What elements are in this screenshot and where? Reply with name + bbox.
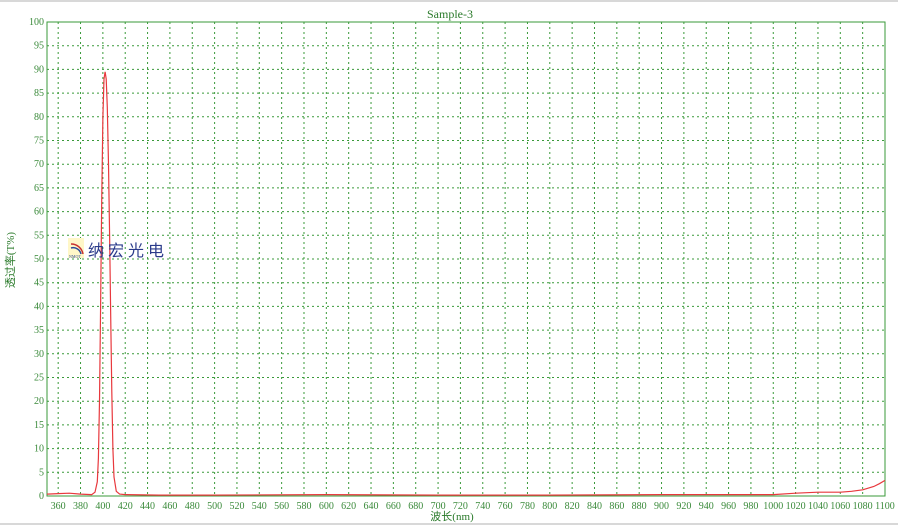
x-tick-label: 980: [743, 501, 758, 512]
x-tick-label: 420: [118, 501, 133, 512]
x-tick-label: 820: [565, 501, 580, 512]
x-tick-label: 720: [453, 501, 468, 512]
x-tick-label: 960: [721, 501, 736, 512]
y-tick-label: 25: [34, 373, 44, 384]
x-tick-label: 1020: [786, 501, 806, 512]
x-tick-label: 840: [587, 501, 602, 512]
y-tick-label: 0: [39, 491, 44, 502]
y-tick-label: 70: [34, 159, 44, 170]
x-tick-label: 800: [542, 501, 557, 512]
x-tick-label: 460: [162, 501, 177, 512]
y-tick-label: 10: [34, 444, 44, 455]
plot-border: [46, 21, 886, 497]
x-tick-label: 1000: [763, 501, 783, 512]
x-tick-label: 660: [386, 501, 401, 512]
x-tick-label: 580: [296, 501, 311, 512]
x-tick-label: 780: [520, 501, 535, 512]
y-tick-label: 85: [34, 88, 44, 99]
x-tick-label: 440: [140, 501, 155, 512]
y-tick-label: 20: [34, 396, 44, 407]
y-tick-label: 15: [34, 420, 44, 431]
y-tick-label: 30: [34, 349, 44, 360]
x-tick-label: 540: [252, 501, 267, 512]
x-tick-label: 600: [319, 501, 334, 512]
x-tick-label: 520: [229, 501, 244, 512]
x-tick-label: 940: [699, 501, 714, 512]
y-tick-label: 60: [34, 207, 44, 218]
y-tick-label: 40: [34, 301, 44, 312]
svg-text:纳宏光电: 纳宏光电: [88, 242, 168, 260]
y-tick-label: 65: [34, 183, 44, 194]
x-tick-label: 640: [364, 501, 379, 512]
x-tick-label: 500: [207, 501, 222, 512]
x-tick-label: 740: [475, 501, 490, 512]
tick-labels: 360 380 400 420 440 460 480 500 520 540 560 580 600 6…: [29, 17, 895, 512]
x-tick-label: 1040: [808, 501, 828, 512]
y-tick-label: 45: [34, 278, 44, 289]
y-tick-label: 55: [34, 230, 44, 241]
chart-title: Sample-3: [427, 7, 473, 21]
x-axis-label: 波长(nm): [430, 510, 474, 523]
y-axis-label: 透过率(T%): [3, 232, 17, 289]
x-tick-label: 480: [185, 501, 200, 512]
x-tick-label: 700: [431, 501, 446, 512]
series-line: [46, 71, 886, 496]
y-tick-label: 90: [34, 64, 44, 75]
x-tick-label: 920: [676, 501, 691, 512]
x-tick-label: 680: [408, 501, 423, 512]
y-tick-label: 5: [39, 467, 44, 478]
x-tick-label: 380: [73, 501, 88, 512]
y-tick-label: 35: [34, 325, 44, 336]
x-tick-label: 1060: [830, 501, 850, 512]
x-tick-label: 1100: [875, 501, 895, 512]
x-tick-label: 360: [51, 501, 66, 512]
x-tick-label: 1080: [853, 501, 873, 512]
y-tick-label: 100: [29, 17, 44, 28]
x-tick-label: 760: [498, 501, 513, 512]
x-tick-label: 860: [609, 501, 624, 512]
logo: NMOT 纳宏光电: [68, 238, 168, 260]
grid: [47, 22, 885, 496]
svg-text:NMOT: NMOT: [69, 254, 81, 259]
y-tick-label: 80: [34, 112, 44, 123]
y-tick-label: 95: [34, 41, 44, 52]
x-tick-label: 400: [95, 501, 110, 512]
y-tick-label: 75: [34, 136, 44, 147]
x-tick-label: 620: [341, 501, 356, 512]
x-tick-label: 560: [274, 501, 289, 512]
x-tick-label: 880: [632, 501, 647, 512]
x-tick-label: 900: [654, 501, 669, 512]
y-tick-label: 50: [34, 254, 44, 265]
